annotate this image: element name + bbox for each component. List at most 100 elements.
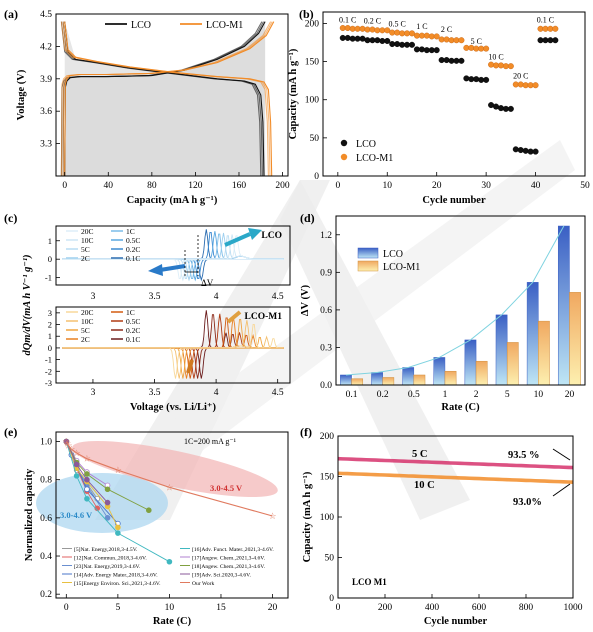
scatter-point-lco (344, 34, 351, 41)
bar-lco-m1 (351, 378, 364, 386)
star-marker: ☆ (62, 437, 70, 447)
axes-frame (335, 215, 586, 386)
x-axis-label: Cycle number (424, 616, 488, 627)
scatter-point-lco (493, 103, 500, 110)
legend-label: [23]Nat. Energy,2019,3-4.6V. (74, 564, 141, 570)
scatter-point-lco (384, 37, 391, 44)
scatter-point-lco (473, 76, 480, 83)
x-tick-label: 0.2 (377, 390, 389, 400)
legend-label: [14]Adv. Energy Mater.,2018,3-4.6V. (74, 573, 158, 579)
x-tick-label: 4 (214, 292, 219, 302)
panel-f: 5 C 93.5 % 10 C 93.0% 0 200 400 600 800 1000 0 50 10… (300, 425, 583, 627)
x-tick-label: 0 (336, 603, 341, 613)
line-series-lco-charge (60, 21, 263, 177)
y-tick-label: 150 (320, 473, 335, 483)
scatter-point (84, 476, 90, 483)
shift-arrow-head (148, 264, 163, 276)
star-marker: ☆ (67, 444, 75, 454)
scatter-point (84, 471, 90, 477)
pointer-arrow (552, 448, 571, 461)
legend-label: 0.1C (126, 254, 140, 263)
shift-arrow (226, 310, 242, 324)
y-axis-label: dQm/dV(mA h V⁻¹ g⁻¹) (22, 254, 33, 355)
dqdv-discharge-20C (62, 259, 284, 280)
rate-label: 5 C (471, 37, 482, 46)
dqdv-charge-20C (62, 235, 284, 260)
bar-lco (526, 282, 539, 386)
legend-label: LCO-M1 (383, 262, 420, 273)
axes-frame (55, 306, 291, 384)
scatter-point-lco (497, 105, 504, 112)
x-axis-label: Rate (C) (441, 402, 480, 413)
x-tick-label: 4.5 (272, 388, 284, 398)
discharge-area-fill (64, 21, 265, 177)
scatter-point (73, 461, 80, 468)
legend-label: 0.1C (126, 335, 140, 344)
y-tick-label: 4.2 (40, 42, 52, 52)
scatter-point-lco-m1 (359, 25, 366, 32)
y-tick-label: 200 (305, 19, 320, 29)
x-tick-label: 40 (104, 181, 114, 191)
scatter-point (84, 495, 90, 502)
x-tick-label: 5 (115, 603, 120, 613)
legend-label: LCO (131, 20, 151, 31)
legend-label: Our Work (192, 581, 214, 587)
scatter-point-lco-m1 (483, 45, 490, 52)
y-tick-label: 0.6 (40, 514, 52, 524)
bar-lco-m1 (382, 377, 395, 386)
y-axis-label: ΔV (V) (300, 284, 311, 316)
x-tick-label: 3.5 (149, 292, 161, 302)
panel-label: (b) (299, 7, 314, 21)
shift-arrow (186, 359, 194, 374)
band-series-0 (338, 456, 573, 470)
bar-lco-m1 (538, 320, 550, 386)
scatter-point-lco (488, 102, 495, 109)
legend-label: [16]Adv. Funct. Mater.,2021,3-4.6V. (192, 547, 274, 553)
bar-lco (402, 367, 415, 386)
star-marker: ☆ (63, 438, 71, 448)
bar-lco (433, 357, 446, 386)
scatter-point-lco-m1 (488, 61, 495, 68)
rate-label: 0.5 C (388, 19, 405, 28)
y-tick-label: 0.3 (320, 343, 332, 353)
y-tick-label: 0 (48, 343, 52, 353)
scatter-point-lco-m1 (433, 33, 440, 40)
series-label: 10 C (414, 480, 435, 491)
chart-note: 1C=200 mA g⁻¹ (184, 437, 237, 446)
y-tick-label: 3.3 (40, 140, 52, 150)
rate-label: 2 C (441, 25, 452, 34)
highlight-region-red (72, 440, 278, 498)
legend-label: [19]Adv. Sci.2020,3-4.6V. (192, 573, 251, 579)
x-tick-label: 3.5 (149, 388, 161, 398)
x-tick-label: 40 (531, 181, 541, 191)
line-series-ref (65, 441, 273, 517)
x-tick-label: 3 (91, 292, 96, 302)
y-tick-label: 0 (48, 254, 52, 264)
y-axis-label: Capacity (mA h g⁻¹) (288, 48, 299, 139)
scatter-point-lco (359, 35, 366, 42)
rate-label: 0.1 C (339, 16, 356, 25)
panel-label: (a) (4, 7, 18, 21)
x-tick-label: 4.5 (272, 292, 284, 302)
scatter-point-lco (483, 76, 490, 83)
scatter-point-lco (507, 105, 514, 112)
x-tick-label: 800 (519, 603, 534, 613)
panel-label: (f) (300, 425, 312, 439)
legend-swatch (357, 247, 379, 259)
bar-lco-m1 (444, 370, 457, 386)
region-label-blue: 3.0-4.6 V (60, 510, 93, 520)
bar-lco (557, 225, 570, 386)
y-tick-label: 100 (305, 96, 320, 106)
legend-label: 2C (81, 254, 90, 263)
y-tick-label: 1 (48, 236, 52, 246)
bar-lco (340, 374, 352, 386)
y-tick-label: 200 (320, 432, 335, 442)
scatter-point-lco-m1 (552, 25, 559, 32)
star-marker: ☆ (165, 482, 173, 492)
bar-lco-m1 (506, 342, 519, 386)
legend-label: LCO-M1 (356, 153, 393, 164)
panel-d: 0.1 0.2 0.5 1 2 5 10 20 0.0 0.3 0.6 0.9 1.2 (d) Rate (… (300, 211, 586, 413)
scatter-point (115, 524, 121, 531)
y-tick-label: -2 (45, 366, 52, 376)
rate-label: 0.1 C (537, 16, 554, 25)
